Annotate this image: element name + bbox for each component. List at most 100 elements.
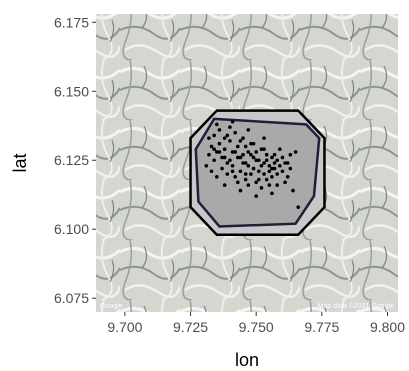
- data-point-50: [272, 161, 277, 165]
- data-point-76: [243, 161, 248, 165]
- data-point-19: [230, 163, 235, 168]
- data-point-66: [238, 188, 243, 193]
- data-point-1: [207, 152, 211, 157]
- data-point-86: [272, 152, 277, 157]
- map-attribution-left: Google: [100, 303, 123, 310]
- data-point-38: [257, 158, 261, 163]
- data-point-68: [254, 194, 258, 198]
- data-point-81: [270, 166, 274, 171]
- data-point-39: [257, 169, 261, 174]
- data-point-7: [215, 174, 219, 179]
- data-point-63: [215, 122, 219, 127]
- inner-boundary-polygon: [194, 117, 321, 228]
- data-point-85: [262, 147, 266, 152]
- data-point-36: [254, 150, 258, 154]
- data-point-12: [222, 136, 227, 140]
- data-point-24: [238, 139, 243, 143]
- data-point-82: [275, 172, 280, 176]
- y-axis-title: lat: [10, 153, 30, 172]
- data-point-80: [264, 158, 269, 163]
- data-point-46: [267, 163, 272, 168]
- data-point-27: [241, 161, 245, 165]
- data-point-89: [222, 155, 227, 160]
- data-point-62: [207, 136, 211, 140]
- data-point-51: [272, 166, 277, 171]
- data-point-60: [293, 150, 298, 154]
- data-point-67: [246, 128, 251, 132]
- data-point-49: [270, 174, 274, 179]
- data-point-87: [280, 155, 285, 160]
- data-point-84: [251, 141, 256, 146]
- data-point-71: [278, 147, 282, 152]
- data-point-73: [228, 158, 232, 163]
- data-point-61: [296, 205, 301, 209]
- data-point-33: [249, 172, 253, 176]
- data-point-43: [262, 172, 266, 176]
- data-point-92: [236, 180, 240, 185]
- data-point-2: [209, 144, 214, 149]
- map-attribution-right: Map data ©2021 Google: [318, 302, 394, 310]
- data-point-55: [280, 169, 285, 174]
- data-point-35: [251, 166, 256, 171]
- data-point-44: [264, 152, 269, 157]
- data-point-0: [204, 163, 209, 168]
- data-point-25: [238, 169, 243, 174]
- data-point-32: [249, 141, 253, 146]
- data-point-11: [220, 166, 224, 171]
- data-point-45: [264, 177, 269, 182]
- data-point-98: [243, 172, 248, 176]
- data-point-31: [246, 163, 251, 168]
- data-point-13: [222, 147, 227, 152]
- data-point-23: [236, 155, 240, 160]
- data-point-10: [220, 155, 224, 160]
- data-point-91: [225, 133, 230, 138]
- data-point-96: [285, 161, 290, 165]
- y-tick-label-3: 6.150: [54, 83, 89, 99]
- x-axis-title: lon: [235, 350, 259, 370]
- data-point-6: [215, 150, 219, 154]
- x-axis: 9.700 9.725 9.750 9.775 9.800: [107, 312, 405, 335]
- x-tick-label-1: 9.725: [173, 319, 208, 335]
- x-tick-label-2: 9.750: [239, 319, 274, 335]
- data-point-59: [291, 188, 295, 193]
- data-point-56: [283, 161, 287, 165]
- data-point-65: [230, 119, 235, 124]
- data-point-70: [270, 191, 274, 196]
- x-tick-label-0: 9.700: [107, 319, 142, 335]
- y-tick-label-0: 6.075: [54, 290, 89, 306]
- data-point-88: [217, 150, 222, 154]
- data-point-18: [230, 150, 235, 154]
- data-point-3: [209, 169, 214, 174]
- data-point-94: [257, 177, 261, 182]
- data-point-40: [259, 147, 264, 152]
- data-point-48: [270, 155, 274, 160]
- data-point-90: [212, 147, 216, 152]
- data-point-21: [233, 174, 237, 179]
- data-point-78: [254, 158, 258, 163]
- data-point-93: [246, 183, 251, 187]
- data-point-72: [283, 180, 287, 185]
- data-point-20: [233, 130, 237, 135]
- data-point-57: [285, 174, 290, 179]
- data-point-52: [275, 158, 280, 163]
- data-point-99: [230, 169, 235, 174]
- data-point-53: [275, 183, 280, 187]
- data-point-16: [228, 125, 232, 129]
- y-tick-label-4: 6.175: [54, 14, 89, 30]
- data-point-41: [259, 186, 264, 190]
- data-point-42: [262, 161, 266, 165]
- data-point-54: [278, 163, 282, 168]
- data-point-14: [225, 161, 230, 165]
- data-point-97: [288, 152, 293, 157]
- data-point-9: [217, 141, 222, 146]
- data-point-28: [243, 144, 248, 149]
- data-point-8: [217, 128, 222, 132]
- data-point-75: [238, 155, 243, 160]
- data-point-69: [262, 136, 266, 140]
- data-point-15: [225, 172, 230, 176]
- observation-points: [204, 119, 301, 209]
- y-tick-label-1: 6.100: [54, 221, 89, 237]
- data-point-47: [267, 169, 272, 174]
- data-point-58: [288, 166, 293, 171]
- data-point-4: [212, 133, 216, 138]
